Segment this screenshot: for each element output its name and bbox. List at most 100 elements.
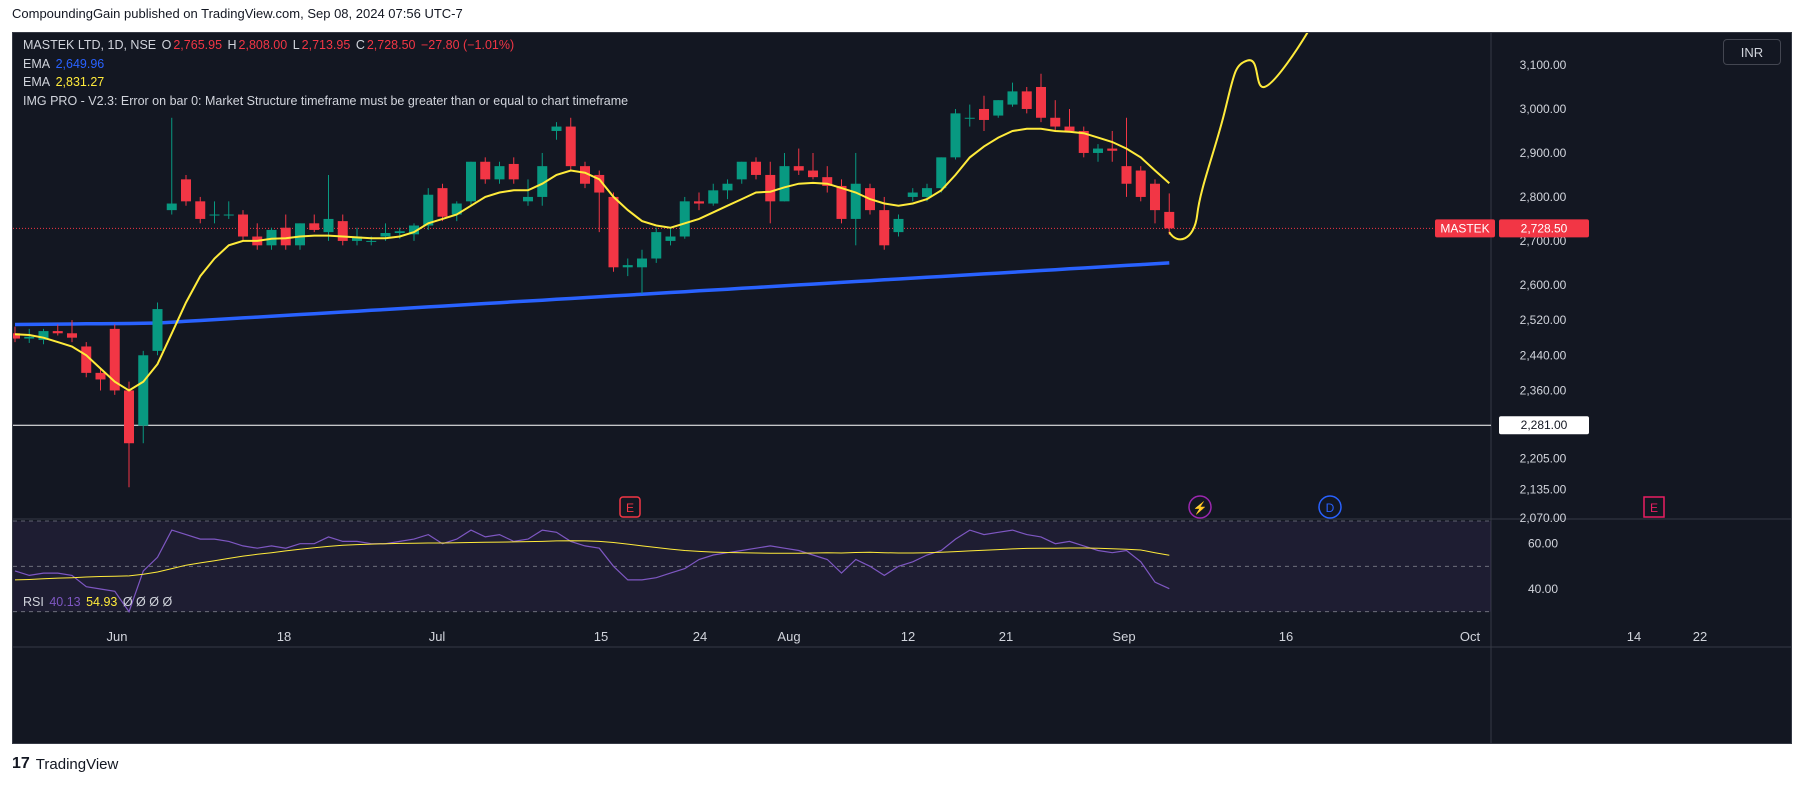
candle-body [608,196,619,268]
ema1-legend: EMA 2,649.96 [23,57,105,71]
candle-body [808,170,818,178]
event-marker-icon [619,496,641,518]
event-marker-icon [1643,496,1665,518]
indicator-error: IMG PRO - V2.3: Error on bar 0: Market S… [23,94,629,108]
price-axis-label: 2,900.00 [1520,146,1567,160]
candle-body [38,331,49,340]
ema-fast-line [14,127,1170,392]
candle-body [366,240,377,242]
price-axis-label: 2,440.00 [1520,348,1567,362]
candle-body [195,201,206,219]
rsi-ma-line [14,540,1170,581]
candle-body [565,126,576,167]
candle-body [551,126,562,131]
candle-body [295,223,305,246]
ema2-value: 2,831.27 [55,75,105,89]
ohlc-legend: MASTEK LTD, 1D, NSE O 2,765.95 H 2,808.00 … [23,38,515,52]
time-axis-label: 15 [594,629,608,644]
candle-body [280,227,291,246]
candle-body [651,232,662,259]
publish-header: CompoundingGain published on TradingView… [12,6,463,21]
candle-body [1150,183,1160,211]
candle-body [1121,166,1132,184]
candle-body [380,233,391,237]
candle-body [751,161,761,175]
candle-body [779,166,790,202]
candle-body [1164,211,1175,229]
candle-body [409,225,419,235]
price-axis-label: 2,070.00 [1520,511,1567,525]
candle-body [665,236,676,241]
time-axis-label: Sep [1112,629,1135,644]
candle-body [337,221,348,241]
chart-canvas[interactable]: 3,100.00 3,000.00 2,900.00 2,800.00 2,700.00… [13,33,1792,744]
rsi-legend: RSI 40.13 54.93 Ø Ø Ø Ø [23,595,173,609]
footer: 17 TradingView [12,755,118,773]
price-axis-label: 2,700.00 [1520,234,1567,248]
candle-body [922,188,932,197]
candle-body [850,183,861,219]
event-marker-label: D [1326,501,1335,515]
event-marker-icon [1188,495,1212,519]
candle-body [1093,148,1103,153]
candle-body [993,100,1004,116]
candle-body [423,194,434,226]
close-value: 2,728.50 [366,38,416,52]
time-axis-label: Jul [429,629,446,644]
event-marker-icon [1318,495,1342,519]
candle-body [708,190,719,204]
chart-frame[interactable]: 3,100.00 3,000.00 2,900.00 2,800.00 2,700.00… [12,32,1792,744]
time-axis-label: 22 [1693,629,1707,644]
candle-body [679,201,690,237]
candle-body [722,183,733,191]
price-axis-label: 2,800.00 [1520,190,1567,204]
candle-body [480,161,491,180]
candle-body [836,185,847,219]
rsi-axis-label: 60.00 [1528,537,1558,551]
candle-body [223,214,234,216]
price-axis-label: 2,360.00 [1520,383,1567,397]
event-marker-label: E [1650,501,1658,515]
time-axis-label: Oct [1460,629,1481,644]
candle-body [979,108,989,120]
candle-body [152,309,163,351]
candle-body [950,113,961,158]
candle-body [1107,148,1118,151]
candle-body [266,229,277,246]
ticker-label-box [1435,219,1495,238]
candle-body [95,372,106,380]
candle-body [508,163,519,180]
candle-body [594,174,605,193]
time-axis-label: Jun [107,629,128,644]
symbol-label: MASTEK LTD, 1D, NSE [23,38,157,52]
horizontal-line-label: 2,281.00 [1521,418,1568,432]
candle-body [52,331,63,334]
candle-body [323,218,334,233]
candles-group [13,73,1175,488]
candle-body [580,166,590,184]
ema1-value: 2,649.96 [55,57,105,71]
candle-body [637,258,647,268]
projection-curve [1168,33,1309,241]
time-axis-label: 24 [693,629,707,644]
rsi-ma-value: 54.93 [86,595,118,609]
rsi-extra: Ø Ø Ø Ø [122,595,173,609]
candle-body [879,210,890,246]
tradingview-logo-icon: 17 [12,755,30,772]
event-marker-label: E [626,501,634,515]
last-price-label-box [1499,219,1589,238]
ema2-legend: EMA 2,831.27 [23,75,105,89]
low-value: 2,713.95 [301,38,351,52]
candle-body [1135,170,1146,197]
candle-body [466,161,476,202]
ticker-label: MASTEK [1440,221,1489,235]
high-value: 2,808.00 [238,38,288,52]
change-value: −27.80 (−1.01%) [421,38,515,52]
candle-body [1064,126,1075,131]
rsi-value: 40.13 [49,595,81,609]
time-axis-label: 14 [1627,629,1641,644]
candle-body [793,166,804,171]
time-axis-label: 16 [1279,629,1293,644]
candle-body [352,236,362,241]
currency-button[interactable]: INR [1723,39,1781,65]
